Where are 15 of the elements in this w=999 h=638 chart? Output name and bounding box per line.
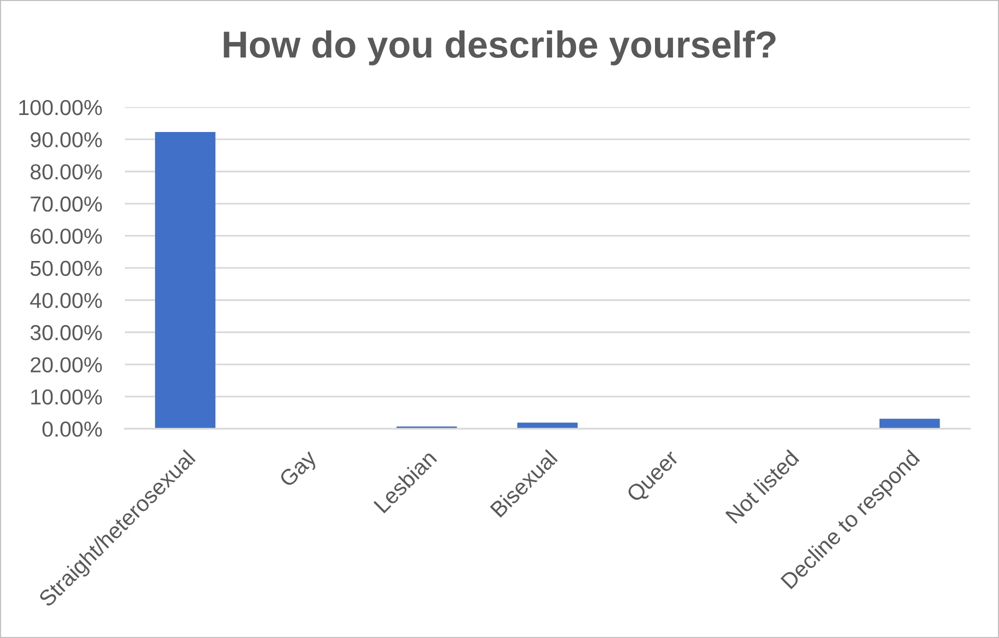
chart-title: How do you describe yourself? <box>224 30 776 66</box>
y-tick-label: 60.00% <box>30 228 102 244</box>
y-tick-label: 40.00% <box>30 292 102 308</box>
y-tick-label: 10.00% <box>31 389 102 405</box>
y-tick-label: 50.00% <box>30 260 102 276</box>
y-tick-label: 70.00% <box>30 196 102 212</box>
y-tick-label: 20.00% <box>30 357 102 372</box>
bar <box>155 132 216 429</box>
y-tick-label: 90.00% <box>30 132 102 148</box>
y-tick-label: 30.00% <box>30 325 102 340</box>
bar <box>879 418 940 429</box>
y-tick-label: 100.00% <box>19 100 102 116</box>
y-tick-label: 0.00% <box>42 422 102 437</box>
y-tick-label: 80.00% <box>30 164 102 180</box>
x-tick-label: Gay <box>278 448 321 491</box>
